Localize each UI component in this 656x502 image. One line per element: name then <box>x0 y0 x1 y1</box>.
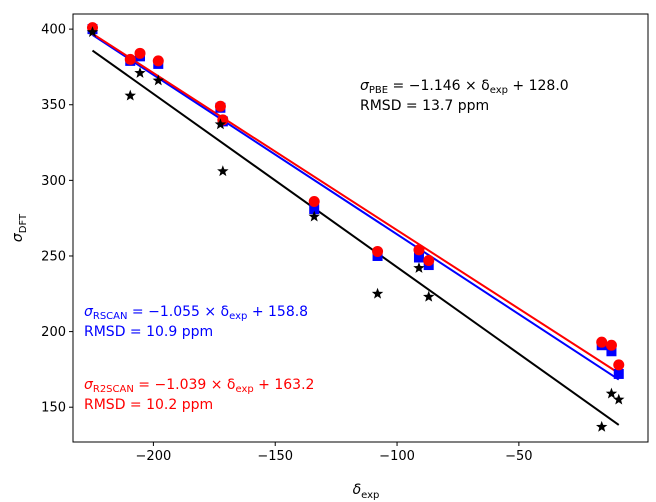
fit-line-rscan <box>91 34 620 381</box>
r2scan-point <box>372 245 384 257</box>
r2scan-rmsd: RMSD = 10.2 ppm <box>84 397 213 413</box>
x-axis-label-sub: exp <box>361 490 379 501</box>
r2scan-point <box>413 244 425 256</box>
x-tick-label: −150 <box>257 449 293 464</box>
pbe-point <box>596 420 608 432</box>
pbe-point <box>86 26 99 37</box>
fit-line-pbe <box>91 49 620 426</box>
pbe-eq-end: + 128.0 <box>508 78 569 94</box>
pbe-point <box>217 165 229 177</box>
y-tick-label: 200 <box>41 325 66 340</box>
pbe-point <box>371 287 384 299</box>
pbe-eq-prefix: σ <box>360 78 370 94</box>
r2scan-point <box>596 336 608 348</box>
rscan-eq-rest: = −1.055 × δ <box>127 304 229 320</box>
r2scan-point <box>423 255 435 267</box>
y-tick-label: 250 <box>41 249 66 264</box>
pbe-point <box>423 290 435 302</box>
y-tick-label: 350 <box>41 98 66 113</box>
r2scan-point <box>613 359 625 371</box>
r2scan-point <box>214 100 226 112</box>
fit-line-r2scan <box>91 32 620 374</box>
pbe-point <box>124 89 136 101</box>
y-axis-label-sub: DFT <box>18 213 29 233</box>
r2scan-eq-sub: R2SCAN <box>93 384 134 395</box>
pbe-point <box>152 74 164 86</box>
rscan-eq-prefix: σ <box>84 304 94 320</box>
x-tick-label: −50 <box>505 449 532 464</box>
rscan-rmsd: RMSD = 10.9 ppm <box>84 324 213 340</box>
rscan-eq-sub2: exp <box>229 311 247 322</box>
r2scan-eq-sub2: exp <box>235 384 253 395</box>
y-tick-label: 400 <box>41 23 66 38</box>
x-tick-label: −200 <box>136 449 172 464</box>
pbe-point <box>605 387 618 399</box>
pbe-rmsd: RMSD = 13.7 ppm <box>360 98 489 114</box>
y-axis-label: σDFT <box>10 213 29 242</box>
pbe-eq-sub2: exp <box>490 85 508 96</box>
r2scan-point <box>308 196 320 208</box>
pbe-point <box>308 210 320 222</box>
y-tick-label: 150 <box>41 401 66 416</box>
r2scan-eq-prefix: σ <box>84 377 94 393</box>
r2scan-equation: σR2SCAN = −1.039 × δexp + 163.2 <box>84 377 314 395</box>
r2scan-point <box>152 55 164 67</box>
rscan-point <box>606 346 617 357</box>
rscan-eq-sub: RSCAN <box>93 311 128 322</box>
pbe-point <box>134 66 146 78</box>
rscan-point <box>309 204 320 215</box>
pbe-equation: σPBE = −1.146 × δexp + 128.0 <box>360 78 569 96</box>
pbe-point <box>413 262 425 273</box>
pbe-point <box>214 118 227 130</box>
x-tick-label: −100 <box>379 449 415 464</box>
rscan-point <box>613 368 624 379</box>
pbe-eq-rest: = −1.146 × δ <box>388 78 490 94</box>
y-tick-label: 300 <box>41 174 66 189</box>
plot-layer <box>86 22 625 432</box>
rscan-equation: σRSCAN = −1.055 × δexp + 158.8 <box>84 304 308 322</box>
r2scan-point <box>124 53 136 65</box>
rscan-eq-end: + 158.8 <box>247 304 308 320</box>
r2scan-point <box>134 47 146 59</box>
x-axis-label-main: δ <box>353 482 362 498</box>
r2scan-point <box>605 339 617 351</box>
rscan-point <box>413 252 424 263</box>
r2scan-eq-end: + 163.2 <box>254 377 315 393</box>
plot-frame <box>72 13 649 443</box>
pbe-point <box>613 393 625 405</box>
x-axis-label: δexp <box>353 482 380 501</box>
ticks-layer: −200 −150 −100 −50 150 200 250 300 350 400 <box>41 23 532 464</box>
y-axis-label-main: σ <box>10 232 26 242</box>
pbe-eq-sub: PBE <box>369 85 388 96</box>
r2scan-eq-rest: = −1.039 × δ <box>134 377 236 393</box>
